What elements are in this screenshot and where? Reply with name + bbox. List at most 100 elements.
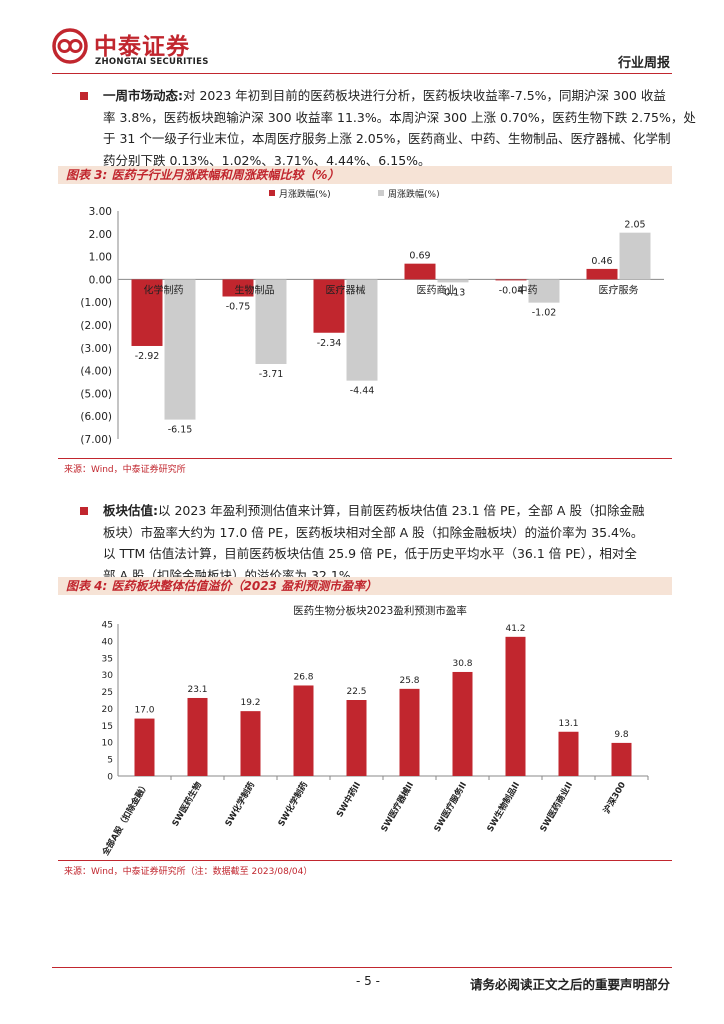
pe-bar (134, 718, 155, 776)
y-tick-label: 5 (107, 756, 113, 766)
data-label: -1.02 (532, 308, 557, 319)
data-label: 22.5 (346, 687, 366, 697)
category-label: 全部A股（扣除金融） (100, 780, 152, 858)
paragraph-line: 药分别下跌 0.13%、1.02%、3.71%、4.44%、6.15%。 (103, 152, 431, 168)
y-tick-label: (6.00) (80, 411, 112, 423)
figure3-divider (58, 458, 672, 459)
y-tick-label: (1.00) (80, 297, 112, 309)
pe-bar (293, 685, 314, 776)
category-label: 医疗器械 (326, 283, 366, 296)
data-label: -2.34 (317, 338, 342, 349)
data-label: 0.69 (409, 251, 430, 262)
y-tick-label: 3.00 (89, 206, 112, 218)
data-label: 2.05 (624, 220, 645, 231)
figure3-title: 图表 3: 医药子行业月涨跌幅和周涨跌幅比较（%） (58, 166, 672, 184)
data-label: 0.46 (591, 256, 612, 267)
y-tick-label: (7.00) (80, 434, 112, 446)
monthly-bar (586, 268, 618, 280)
data-label: -3.71 (259, 369, 284, 380)
pe-bar (611, 742, 632, 776)
figure3-source: 来源：Wind，中泰证券研究所 (64, 465, 186, 475)
y-tick-label: 40 (102, 637, 114, 647)
monthly-bar (495, 279, 527, 281)
report-type-label: 行业周报 (617, 56, 670, 71)
category-label: SW化学制药 (276, 780, 311, 829)
monthly-bar (131, 279, 163, 346)
category-label: 生物制品 (235, 283, 275, 296)
data-label: -0.13 (441, 287, 466, 298)
category-label: SW医药生物 (170, 780, 205, 829)
category-label: 中药 (518, 283, 538, 296)
zhongtai-logo-icon (52, 28, 88, 64)
legend-label-weekly: 周涨跌幅(%) (388, 188, 440, 200)
pe-bar (240, 711, 261, 776)
weekly-bar (346, 279, 378, 381)
paragraph-line: 对 2023 年初到目前的医药板块进行分析，医药板块收益率-7.5%，同期沪深 … (183, 88, 666, 103)
data-label: 23.1 (187, 685, 207, 695)
data-label: 13.1 (558, 719, 578, 729)
legend-swatch-monthly (269, 190, 275, 196)
y-tick-label: (5.00) (80, 388, 112, 400)
y-tick-label: 20 (102, 705, 114, 715)
y-tick-label: 15 (102, 722, 113, 732)
data-label: -2.92 (135, 351, 160, 362)
disclaimer-text: 请务必阅读正文之后的重要声明部分 (469, 977, 670, 992)
pe-valuation-bar-chart: 医药生物分板块2023盈利预测市盈率 0 5 10 15 20 25 30 35 40 45 17.0… (100, 604, 649, 858)
weekly-bar (164, 279, 196, 420)
data-label: 26.8 (293, 672, 313, 682)
brand-name-cn: 中泰证券 (94, 34, 190, 60)
paragraph-line: 以 2023 年盈利预测估值来计算，目前医药板块估值 23.1 倍 PE，全部 … (158, 503, 645, 518)
sector-return-bar-chart: 3.00 2.00 1.00 0.00 (1.00) (2.00) (3.00) (4.00)… (80, 188, 664, 446)
pe-bar (187, 697, 208, 776)
y-tick-label: 1.00 (89, 252, 112, 264)
category-label: 医疗服务 (599, 283, 639, 296)
category-label: SW医疗器械II (379, 780, 416, 834)
weekly-bar (255, 279, 287, 364)
y-tick-label: 0 (107, 773, 113, 783)
monthly-bar (222, 279, 254, 297)
weekly-bar (437, 279, 469, 283)
y-tick-label: 35 (102, 654, 113, 664)
market-dynamics-paragraph: 一周市场动态:对 2023 年初到目前的医药板块进行分析，医药板块收益率-7.5… (103, 85, 696, 171)
data-label: 19.2 (240, 698, 260, 708)
category-label: SW医药商业II (538, 780, 575, 834)
market-dynamics-label: 一周市场动态: (103, 88, 183, 103)
pe-bar (505, 636, 526, 776)
weekly-bar (528, 279, 560, 303)
y-tick-label: 30 (102, 671, 114, 681)
pe-bar (346, 700, 367, 776)
figure4-source: 来源：Wind，中泰证券研究所（注：数据截至 2023/08/04） (64, 867, 313, 877)
figure4-title: 图表 4: 医药板块整体估值溢价（2023 盈利预测市盈率） (58, 577, 672, 595)
header-divider (52, 73, 672, 74)
legend-label-monthly: 月涨跌幅(%) (279, 188, 331, 200)
category-label: 沪深300 (601, 780, 628, 816)
footer-divider (52, 967, 672, 968)
valuation-paragraph: 板块估值:以 2023 年盈利预测估值来计算，目前医药板块估值 23.1 倍 P… (103, 500, 672, 586)
data-label: -0.75 (226, 302, 251, 313)
chart-title: 医药生物分板块2023盈利预测市盈率 (293, 604, 467, 617)
y-tick-label: 25 (102, 688, 113, 698)
paragraph-line: 板块）市盈率大约为 17.0 倍 PE，医药板块相对全部 A 股（扣除金融板块）… (103, 524, 644, 540)
brand-name-en: ZHONGTAI SECURITIES (95, 57, 209, 67)
data-label: 30.8 (452, 659, 472, 669)
category-label: SW生物制品II (485, 780, 522, 834)
page-number: - 5 - (356, 974, 380, 988)
data-label: -0.04 (499, 285, 524, 296)
category-label: SW中药II (334, 780, 363, 819)
y-tick-label: (3.00) (80, 343, 112, 355)
y-tick-label: 0.00 (89, 274, 112, 286)
pe-bar (452, 671, 473, 776)
data-label: 17.0 (134, 706, 154, 716)
y-tick-label: (2.00) (80, 320, 112, 332)
data-label: 41.2 (505, 624, 525, 634)
category-label: 医药商业 (417, 283, 457, 296)
data-label: 9.8 (614, 730, 629, 740)
pe-bar (558, 731, 579, 776)
monthly-bar (313, 279, 345, 333)
paragraph-line: 以 TTM 估值法计算，目前医药板块估值 25.9 倍 PE，低于历史平均水平（… (103, 546, 637, 561)
y-tick-label: 2.00 (89, 229, 112, 241)
bullet-icon (80, 507, 88, 515)
figure4-divider (58, 860, 672, 861)
y-tick-label: 45 (102, 621, 113, 631)
category-label: 化学制药 (144, 283, 184, 296)
